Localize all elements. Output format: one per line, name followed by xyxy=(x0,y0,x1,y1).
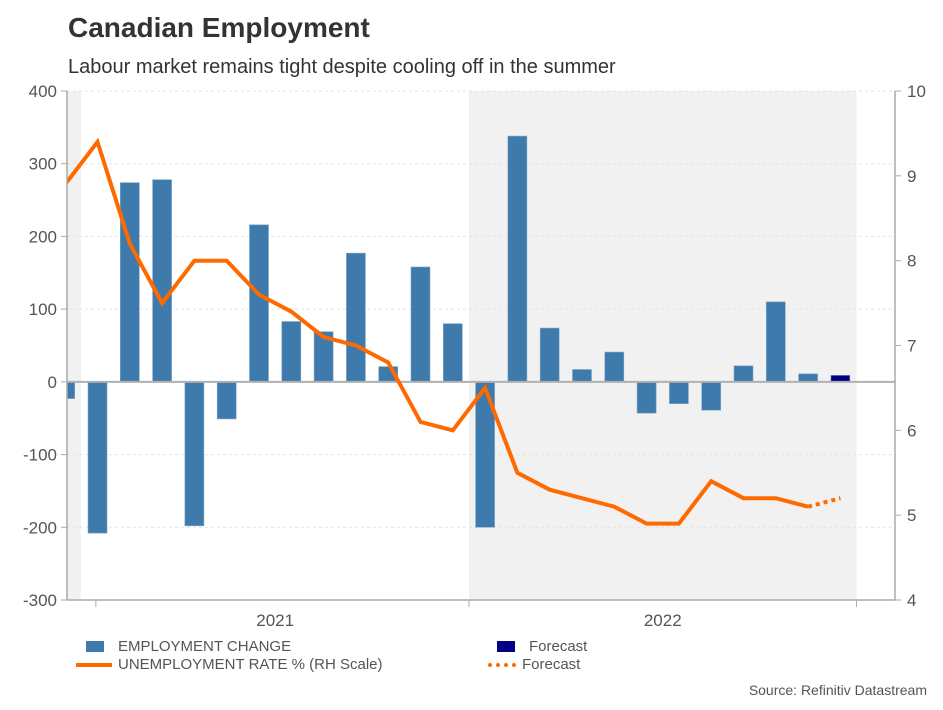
employment-change-bar xyxy=(669,381,689,404)
shaded-region-2022 xyxy=(468,91,857,600)
legend-label-unemployment-rate: UNEMPLOYMENT RATE % (RH Scale) xyxy=(118,656,383,673)
source-note: Source: Refinitiv Datastream xyxy=(748,682,927,698)
y-right-tick-label: 4 xyxy=(907,591,916,610)
employment-change-bar xyxy=(539,327,560,383)
y-right-tick-label: 8 xyxy=(907,252,916,271)
y-left-tick-label: 200 xyxy=(29,227,57,246)
legend-item-employment-change: EMPLOYMENT CHANGE xyxy=(86,638,291,655)
x-label-2022: 2022 xyxy=(644,611,682,630)
legend-label-employment-change: EMPLOYMENT CHANGE xyxy=(118,638,292,655)
legend-swatch-forecast-line xyxy=(488,662,516,667)
y-left-tick-label: 100 xyxy=(29,300,57,319)
employment-change-bar xyxy=(507,135,528,383)
employment-change-bar xyxy=(442,323,463,383)
employment-change-bar xyxy=(733,365,754,383)
employment-change-bar xyxy=(216,381,237,420)
y-right-tick-label: 9 xyxy=(907,167,916,186)
employment-change-bar xyxy=(87,381,108,534)
legend-item-unemployment-rate: UNEMPLOYMENT RATE % (RH Scale) xyxy=(76,656,383,673)
employment-change-bar xyxy=(765,301,786,383)
employment-change-bar xyxy=(636,381,657,414)
legend-item-forecast-bar: Forecast xyxy=(497,638,587,655)
employment-change-bar xyxy=(572,369,592,383)
employment-change-bar xyxy=(701,381,722,411)
legend-swatch-employment-change xyxy=(86,641,104,652)
legend-label-forecast-line: Forecast xyxy=(522,656,581,673)
y-left-tick-label: 300 xyxy=(29,155,57,174)
y-left-tick-label: -300 xyxy=(23,591,57,610)
employment-change-bar xyxy=(604,351,625,383)
employment-change-bar xyxy=(249,224,269,383)
y-right-tick-label: 5 xyxy=(907,506,916,525)
legend-swatch-forecast-bar xyxy=(497,641,515,652)
y-left-tick-label: -100 xyxy=(23,446,57,465)
legend-item-forecast-line: Forecast xyxy=(488,656,580,673)
legend-swatch-unemployment-rate xyxy=(76,662,112,667)
forecast-unemployment-line xyxy=(807,496,841,509)
employment-change-bar xyxy=(184,381,205,527)
y-left-tick-label: 400 xyxy=(29,82,57,101)
employment-change-bar xyxy=(67,381,76,399)
employment-change-bar xyxy=(152,179,172,383)
bars-group xyxy=(67,135,851,534)
employment-change-bar xyxy=(798,373,818,383)
shaded-region-2020 xyxy=(67,91,81,600)
chart-title: Canadian Employment xyxy=(68,12,370,43)
y-right-tick-label: 6 xyxy=(907,421,916,440)
legend-label-forecast-bar: Forecast xyxy=(529,638,588,655)
employment-change-bar xyxy=(410,266,431,383)
y-right-tick-label: 7 xyxy=(907,337,916,356)
y-left-tick-label: -200 xyxy=(23,518,57,537)
x-label-2021: 2021 xyxy=(256,611,294,630)
employment-change-bar xyxy=(346,252,366,383)
employment-change-bar xyxy=(281,321,302,383)
y-left-tick-label: 0 xyxy=(48,373,57,392)
chart-subtitle: Labour market remains tight despite cool… xyxy=(68,56,616,78)
employment-change-bar xyxy=(120,182,140,383)
unemployment-rate-line xyxy=(67,137,809,526)
y-right-tick-label: 10 xyxy=(907,82,926,101)
